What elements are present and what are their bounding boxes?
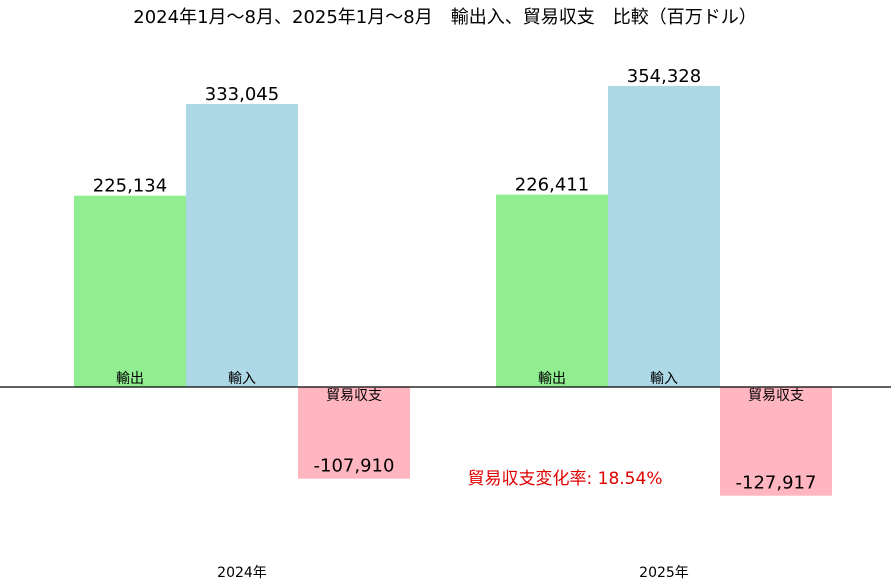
value-label-import-2: 354,328 [627, 66, 701, 87]
labels-group: 225,134 輸出 333,045 輸入 -107,910 貿易収支 226,411 輸出 3… [93, 66, 817, 494]
series-label-trade-balance-1: 貿易収支 [326, 388, 382, 404]
bar-import-1 [186, 104, 298, 387]
x-tick-label-1: 2024年 [217, 565, 267, 581]
series-label-export-2: 輸出 [538, 371, 566, 387]
chart-title: 2024年1月～8月、2025年1月～8月 輸出入、貿易収支 比較（百万ドル） [133, 7, 756, 28]
value-label-trade-balance-2: -127,917 [736, 473, 817, 494]
bar-import-2 [608, 85, 720, 387]
x-tick-label-2: 2025年 [639, 565, 689, 581]
value-label-import-1: 333,045 [205, 84, 279, 105]
bar-export-2 [496, 194, 608, 387]
x-axis-tick-labels: 2024年 2025年 [217, 565, 689, 581]
value-label-trade-balance-1: -107,910 [314, 456, 395, 477]
series-label-import-1: 輸入 [228, 371, 256, 387]
trade-balance-change-annotation: 貿易収支変化率: 18.54% [468, 469, 663, 489]
bar-trade-balance-1 [298, 387, 410, 479]
bar-export-1 [74, 195, 186, 387]
series-label-export-1: 輸出 [116, 371, 144, 387]
value-label-export-1: 225,134 [93, 176, 167, 197]
series-label-trade-balance-2: 貿易収支 [748, 388, 804, 404]
bars-group [74, 85, 832, 496]
bar-trade-balance-2 [720, 387, 832, 496]
series-label-import-2: 輸入 [650, 371, 678, 387]
value-label-export-2: 226,411 [515, 175, 589, 196]
